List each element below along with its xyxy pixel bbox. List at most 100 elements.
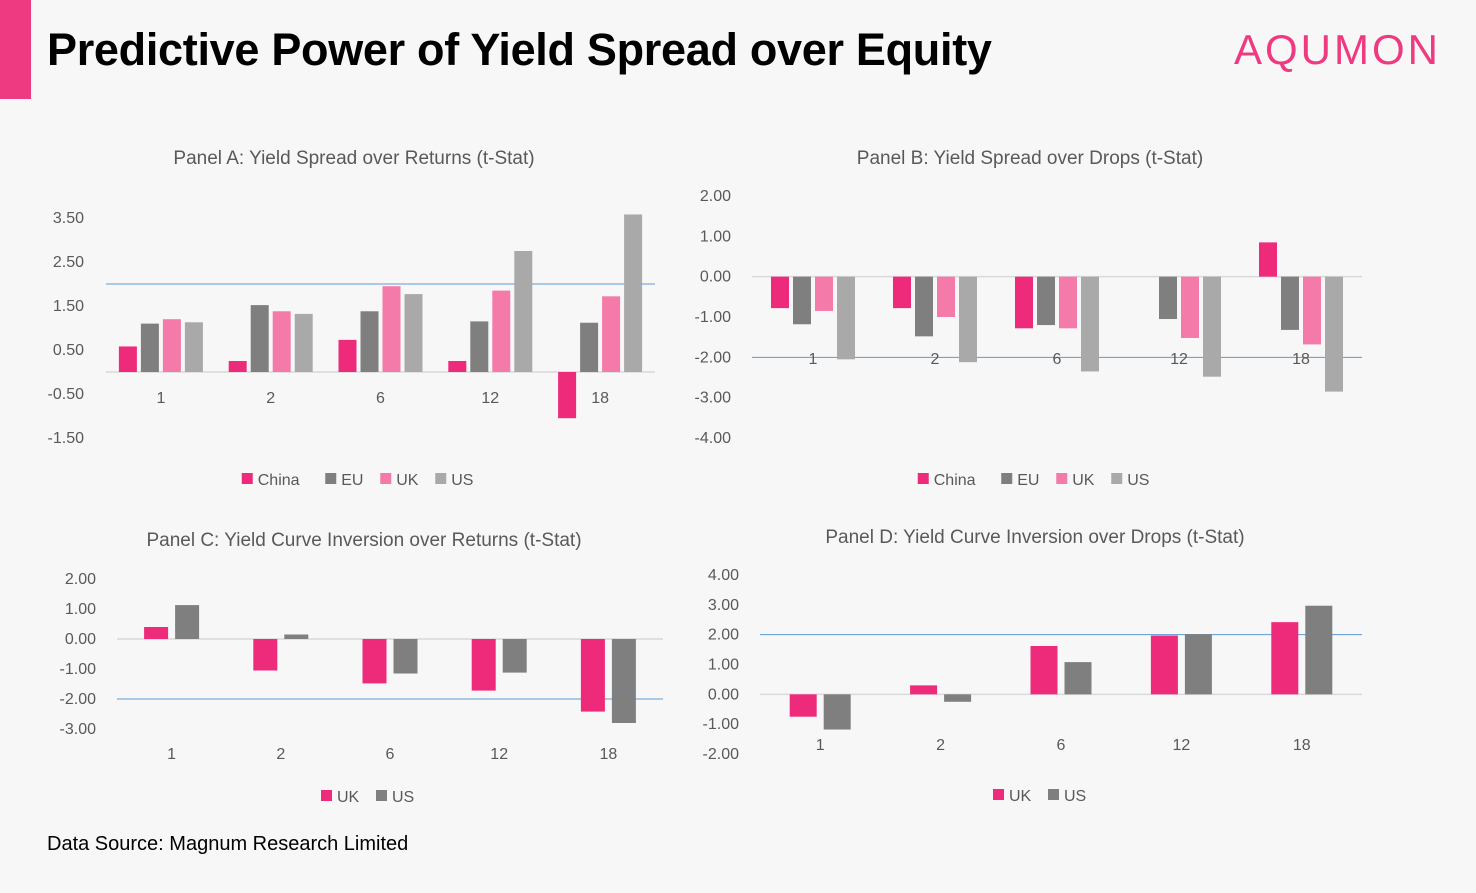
- bar-us-12: [1184, 634, 1212, 695]
- bar-us-1: [175, 605, 200, 639]
- x-tick-label: 12: [481, 390, 499, 407]
- bar-us-1: [184, 322, 203, 372]
- bar-uk-12: [1150, 635, 1178, 695]
- bar-uk-12: [471, 639, 496, 691]
- x-tick-label: 12: [1170, 351, 1188, 368]
- bar-uk-2: [272, 311, 291, 372]
- bar-uk-2: [910, 685, 938, 695]
- bar-us-2: [294, 313, 313, 372]
- brand-logo: AQUMON: [1234, 26, 1441, 73]
- x-tick-label: 2: [936, 737, 945, 754]
- legend-label-us: US: [451, 472, 473, 489]
- chart-title: Panel D: Yield Curve Inversion over Drop…: [825, 527, 1244, 548]
- y-tick-label: -1.50: [48, 430, 85, 447]
- legend-label-us: US: [392, 789, 414, 806]
- bar-us-6: [393, 639, 418, 674]
- x-tick-label: 6: [386, 746, 395, 763]
- bar-uk-2: [253, 639, 278, 671]
- y-tick-label: 0.00: [65, 631, 96, 648]
- x-tick-label: 6: [1057, 737, 1066, 754]
- x-tick-label: 18: [1292, 351, 1310, 368]
- x-tick-label: 6: [1053, 351, 1062, 368]
- legend-swatch-us: [376, 790, 387, 801]
- y-tick-label: -1.00: [695, 309, 732, 326]
- y-tick-label: 0.00: [708, 686, 739, 703]
- bar-eu-2: [250, 305, 269, 372]
- legend-label-eu: EU: [1017, 472, 1039, 489]
- x-tick-label: 2: [276, 746, 285, 763]
- bar-china-18: [558, 372, 577, 419]
- x-tick-label: 18: [591, 390, 609, 407]
- bar-uk-1: [789, 694, 817, 717]
- x-tick-label: 2: [266, 390, 275, 407]
- x-tick-label: 18: [600, 746, 618, 763]
- chart-title: Panel A: Yield Spread over Returns (t-St…: [173, 148, 534, 169]
- x-tick-label: 1: [167, 746, 176, 763]
- bar-uk-1: [162, 319, 181, 372]
- bar-eu-18: [1281, 276, 1299, 330]
- data-source-note: Data Source: Magnum Research Limited: [47, 833, 409, 855]
- bar-us-1: [823, 694, 851, 730]
- bar-china-18: [1259, 242, 1277, 277]
- bar-us-2: [959, 276, 977, 363]
- bar-uk-6: [382, 286, 401, 372]
- title-accent-bar: [0, 0, 31, 99]
- y-tick-label: 3.00: [708, 597, 739, 614]
- y-tick-label: 3.50: [53, 210, 84, 227]
- bar-uk-6: [1059, 276, 1077, 329]
- legend-swatch-china: [917, 473, 929, 484]
- legend-swatch-eu: [325, 473, 337, 484]
- x-tick-label: 1: [809, 351, 818, 368]
- legend-label-eu: EU: [341, 472, 363, 489]
- y-tick-label: 1.00: [65, 601, 96, 618]
- bar-china-2: [228, 361, 247, 372]
- bar-us-12: [1203, 276, 1221, 377]
- y-tick-label: -1.00: [703, 716, 740, 733]
- y-tick-label: 1.50: [53, 298, 84, 315]
- bar-china-6: [1015, 276, 1033, 329]
- y-tick-label: 0.00: [700, 269, 731, 286]
- x-tick-label: 1: [156, 390, 165, 407]
- x-tick-label: 18: [1293, 737, 1311, 754]
- bar-eu-12: [470, 321, 489, 372]
- x-tick-label: 1: [816, 737, 825, 754]
- legend-swatch-uk: [321, 790, 332, 801]
- legend-label-china: China: [258, 472, 300, 489]
- y-tick-label: -2.00: [695, 349, 732, 366]
- y-tick-label: -2.00: [60, 691, 97, 708]
- page-title: Predictive Power of Yield Spread over Eq…: [47, 24, 992, 75]
- y-tick-label: -0.50: [48, 386, 85, 403]
- chart-title: Panel C: Yield Curve Inversion over Retu…: [146, 530, 581, 551]
- legend-label-uk: UK: [337, 789, 360, 806]
- y-tick-label: 0.50: [53, 342, 84, 359]
- bar-uk-12: [492, 290, 511, 372]
- legend-label-uk: UK: [1009, 788, 1032, 805]
- legend-swatch-us: [1111, 473, 1123, 484]
- y-tick-label: 1.00: [700, 228, 731, 245]
- bar-us-6: [1081, 276, 1099, 372]
- bar-eu-2: [915, 276, 933, 337]
- x-tick-label: 12: [1173, 737, 1191, 754]
- bar-eu-6: [1037, 276, 1055, 326]
- bar-us-12: [502, 639, 527, 673]
- bar-eu-1: [793, 276, 811, 325]
- bar-eu-6: [360, 311, 379, 372]
- legend-label-uk: UK: [1072, 472, 1095, 489]
- bar-china-2: [893, 276, 911, 309]
- bar-us-6: [404, 294, 423, 372]
- y-tick-label: -4.00: [695, 430, 732, 447]
- bar-uk-18: [602, 296, 621, 372]
- bar-us-18: [611, 639, 636, 723]
- legend-swatch-uk: [1056, 473, 1068, 484]
- legend-label-china: China: [934, 472, 976, 489]
- chart-title: Panel B: Yield Spread over Drops (t-Stat…: [857, 148, 1203, 169]
- y-tick-label: 2.00: [708, 627, 739, 644]
- legend-label-us: US: [1064, 788, 1086, 805]
- bar-us-18: [1325, 276, 1343, 392]
- legend-swatch-uk: [380, 473, 392, 484]
- y-tick-label: 2.00: [700, 188, 731, 205]
